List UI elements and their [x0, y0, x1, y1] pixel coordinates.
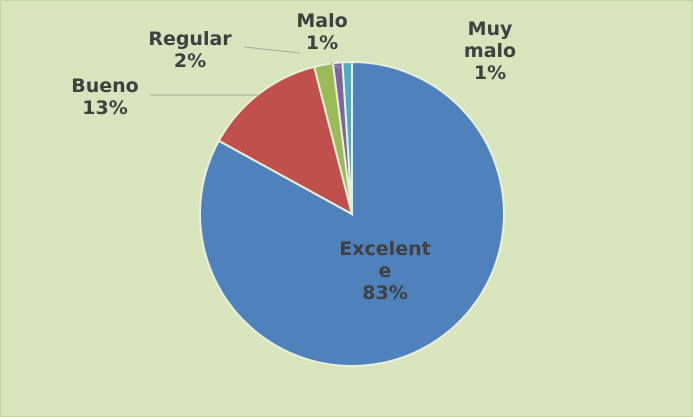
value-label: 1% [305, 32, 339, 54]
value-label: 1% [473, 62, 507, 84]
category-label: Regular [148, 28, 232, 50]
category-label: Muy malo [463, 18, 517, 62]
pie-slice [341, 60, 353, 215]
data-label-text: Excelente 83% [339, 238, 431, 304]
category-label: Malo [296, 10, 348, 32]
value-label: 2% [173, 50, 207, 72]
leader-line [243, 46, 301, 54]
value-label: 13% [82, 97, 128, 119]
category-label: Bueno [71, 75, 139, 97]
category-label: Excelente [339, 238, 431, 282]
data-label-text: Bueno 13% [50, 75, 160, 119]
pie-slice [217, 65, 354, 216]
data-label-text: Malo 1% [272, 10, 372, 54]
value-label: 83% [362, 282, 408, 304]
data-label-text: Regular 2% [120, 28, 260, 72]
data-label-text: Muy malo 1% [460, 18, 520, 84]
leader-line [329, 61, 341, 69]
